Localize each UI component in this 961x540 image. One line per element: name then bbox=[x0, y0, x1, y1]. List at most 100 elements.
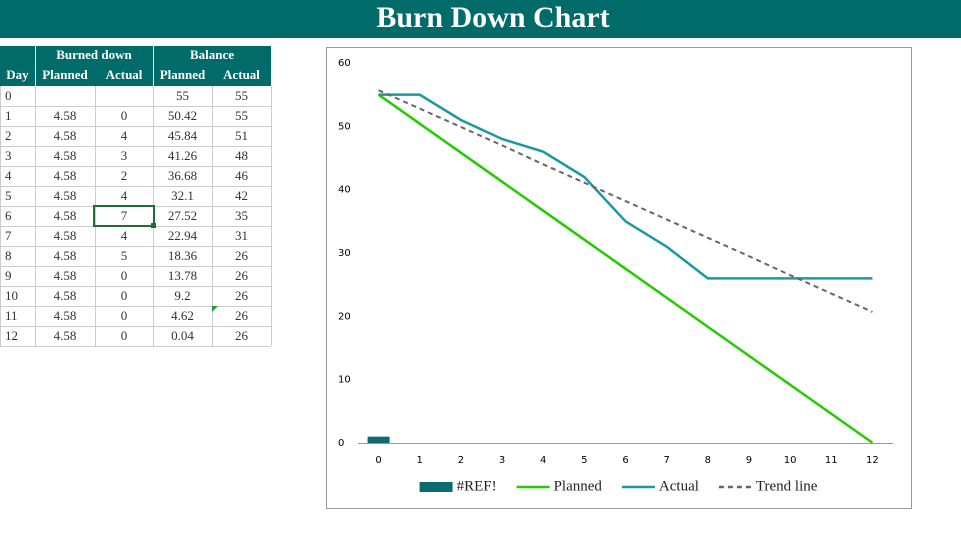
legend-label: Planned bbox=[554, 478, 603, 494]
legend-swatch bbox=[419, 482, 453, 492]
table-cell: 7 bbox=[5, 228, 12, 243]
x-tick-label: 5 bbox=[581, 455, 587, 466]
table-cell: 55 bbox=[235, 88, 248, 103]
table-cell: 0.04 bbox=[171, 328, 194, 343]
y-tick-label: 20 bbox=[338, 311, 351, 322]
x-tick-label: 9 bbox=[746, 455, 752, 466]
table-cell: 4.58 bbox=[54, 248, 77, 263]
page-title: Burn Down Chart bbox=[376, 1, 609, 34]
table-cell: 4.58 bbox=[54, 228, 77, 243]
table-cell: 4 bbox=[121, 228, 128, 243]
table-cell: 4.58 bbox=[54, 108, 77, 123]
table-cell: 4.58 bbox=[54, 208, 77, 223]
x-tick-label: 1 bbox=[417, 455, 423, 466]
table-cell: 36.68 bbox=[168, 168, 197, 183]
table-cell: 50.42 bbox=[168, 108, 197, 123]
series-line bbox=[378, 93, 873, 280]
table-cell: 31 bbox=[235, 228, 248, 243]
series-line bbox=[377, 93, 874, 444]
table-cell: 9.2 bbox=[174, 288, 190, 303]
table-cell: 10 bbox=[5, 288, 18, 303]
table-cell: 35 bbox=[235, 208, 248, 223]
table-cell: 3 bbox=[5, 148, 12, 163]
table-cell: 55 bbox=[176, 88, 189, 103]
table-cell: 5 bbox=[121, 248, 128, 263]
comment-flag bbox=[212, 306, 218, 312]
table-cell: 55 bbox=[235, 108, 248, 123]
y-tick-label: 0 bbox=[338, 438, 344, 449]
column-header: Planned bbox=[42, 67, 88, 82]
title-bar bbox=[0, 0, 961, 38]
table-cell: 4.58 bbox=[54, 288, 77, 303]
table-cell: 26 bbox=[235, 288, 249, 303]
table-cell: 4 bbox=[121, 188, 128, 203]
table-cell: 4.58 bbox=[54, 148, 77, 163]
group-header: Balance bbox=[190, 47, 234, 62]
table-cell: 0 bbox=[121, 328, 128, 343]
x-tick-label: 10 bbox=[784, 455, 797, 466]
x-tick-label: 4 bbox=[540, 455, 546, 466]
table-cell: 5 bbox=[5, 188, 12, 203]
table-cell: 4 bbox=[5, 168, 12, 183]
x-tick-label: 0 bbox=[375, 455, 381, 466]
legend-label: Actual bbox=[659, 478, 699, 494]
table-cell: 4.58 bbox=[54, 168, 77, 183]
y-tick-label: 60 bbox=[338, 58, 351, 69]
column-header: Day bbox=[6, 67, 29, 82]
table-cell: 4.58 bbox=[54, 328, 77, 343]
table-cell: 2 bbox=[121, 168, 128, 183]
table-cell: 48 bbox=[235, 148, 248, 163]
table-cell: 41.26 bbox=[168, 148, 198, 163]
y-tick-label: 30 bbox=[338, 248, 351, 259]
table-cell: 11 bbox=[5, 308, 18, 323]
bar bbox=[367, 436, 390, 443]
table-cell: 1 bbox=[5, 108, 12, 123]
table-cell: 6 bbox=[5, 208, 12, 223]
y-tick-label: 40 bbox=[338, 185, 351, 196]
table-header-bg bbox=[0, 46, 271, 86]
selected-cell bbox=[93, 205, 155, 227]
table-cell: 8 bbox=[5, 248, 12, 263]
table-cell: 22.94 bbox=[168, 228, 198, 243]
table-cell: 0 bbox=[121, 288, 128, 303]
table-cell: 27.52 bbox=[168, 208, 197, 223]
table-cell: 4.62 bbox=[171, 308, 194, 323]
table-cell: 26 bbox=[235, 328, 249, 343]
x-tick-label: 7 bbox=[663, 455, 669, 466]
y-tick-label: 50 bbox=[338, 121, 351, 132]
table-cell: 45.84 bbox=[168, 128, 198, 143]
table-cell: 9 bbox=[5, 268, 12, 283]
table-cell: 13.78 bbox=[168, 268, 197, 283]
column-header: Actual bbox=[223, 67, 260, 82]
x-tick-label: 3 bbox=[499, 455, 505, 466]
x-tick-label: 8 bbox=[705, 455, 711, 466]
table-cell: 32.1 bbox=[171, 188, 194, 203]
table-cell: 26 bbox=[235, 248, 249, 263]
table-cell: 7 bbox=[121, 208, 128, 223]
table-cell: 18.36 bbox=[168, 248, 198, 263]
series-line bbox=[378, 89, 873, 313]
table-cell: 0 bbox=[5, 88, 12, 103]
x-tick-label: 12 bbox=[866, 455, 879, 466]
x-tick-label: 2 bbox=[458, 455, 464, 466]
table-cell: 4.58 bbox=[54, 308, 77, 323]
table-cell: 2 bbox=[5, 128, 12, 143]
table-cell: 26 bbox=[235, 268, 249, 283]
table-cell: 4.58 bbox=[54, 268, 77, 283]
table-cell: 42 bbox=[235, 188, 248, 203]
table-cell: 4.58 bbox=[54, 188, 77, 203]
table-cell: 4 bbox=[121, 128, 128, 143]
fill-handle bbox=[151, 223, 156, 228]
group-header: Burned down bbox=[56, 47, 132, 62]
x-tick-label: 6 bbox=[622, 455, 628, 466]
column-header: Planned bbox=[160, 67, 206, 82]
table-cell: 3 bbox=[121, 148, 128, 163]
table-cell: 4.58 bbox=[54, 128, 77, 143]
legend-label: #REF! bbox=[457, 478, 497, 494]
table-cell: 46 bbox=[235, 168, 249, 183]
table-cell: 51 bbox=[235, 128, 248, 143]
column-header: Actual bbox=[106, 67, 143, 82]
table-cell: 0 bbox=[121, 308, 128, 323]
table-cell: 12 bbox=[5, 328, 18, 343]
